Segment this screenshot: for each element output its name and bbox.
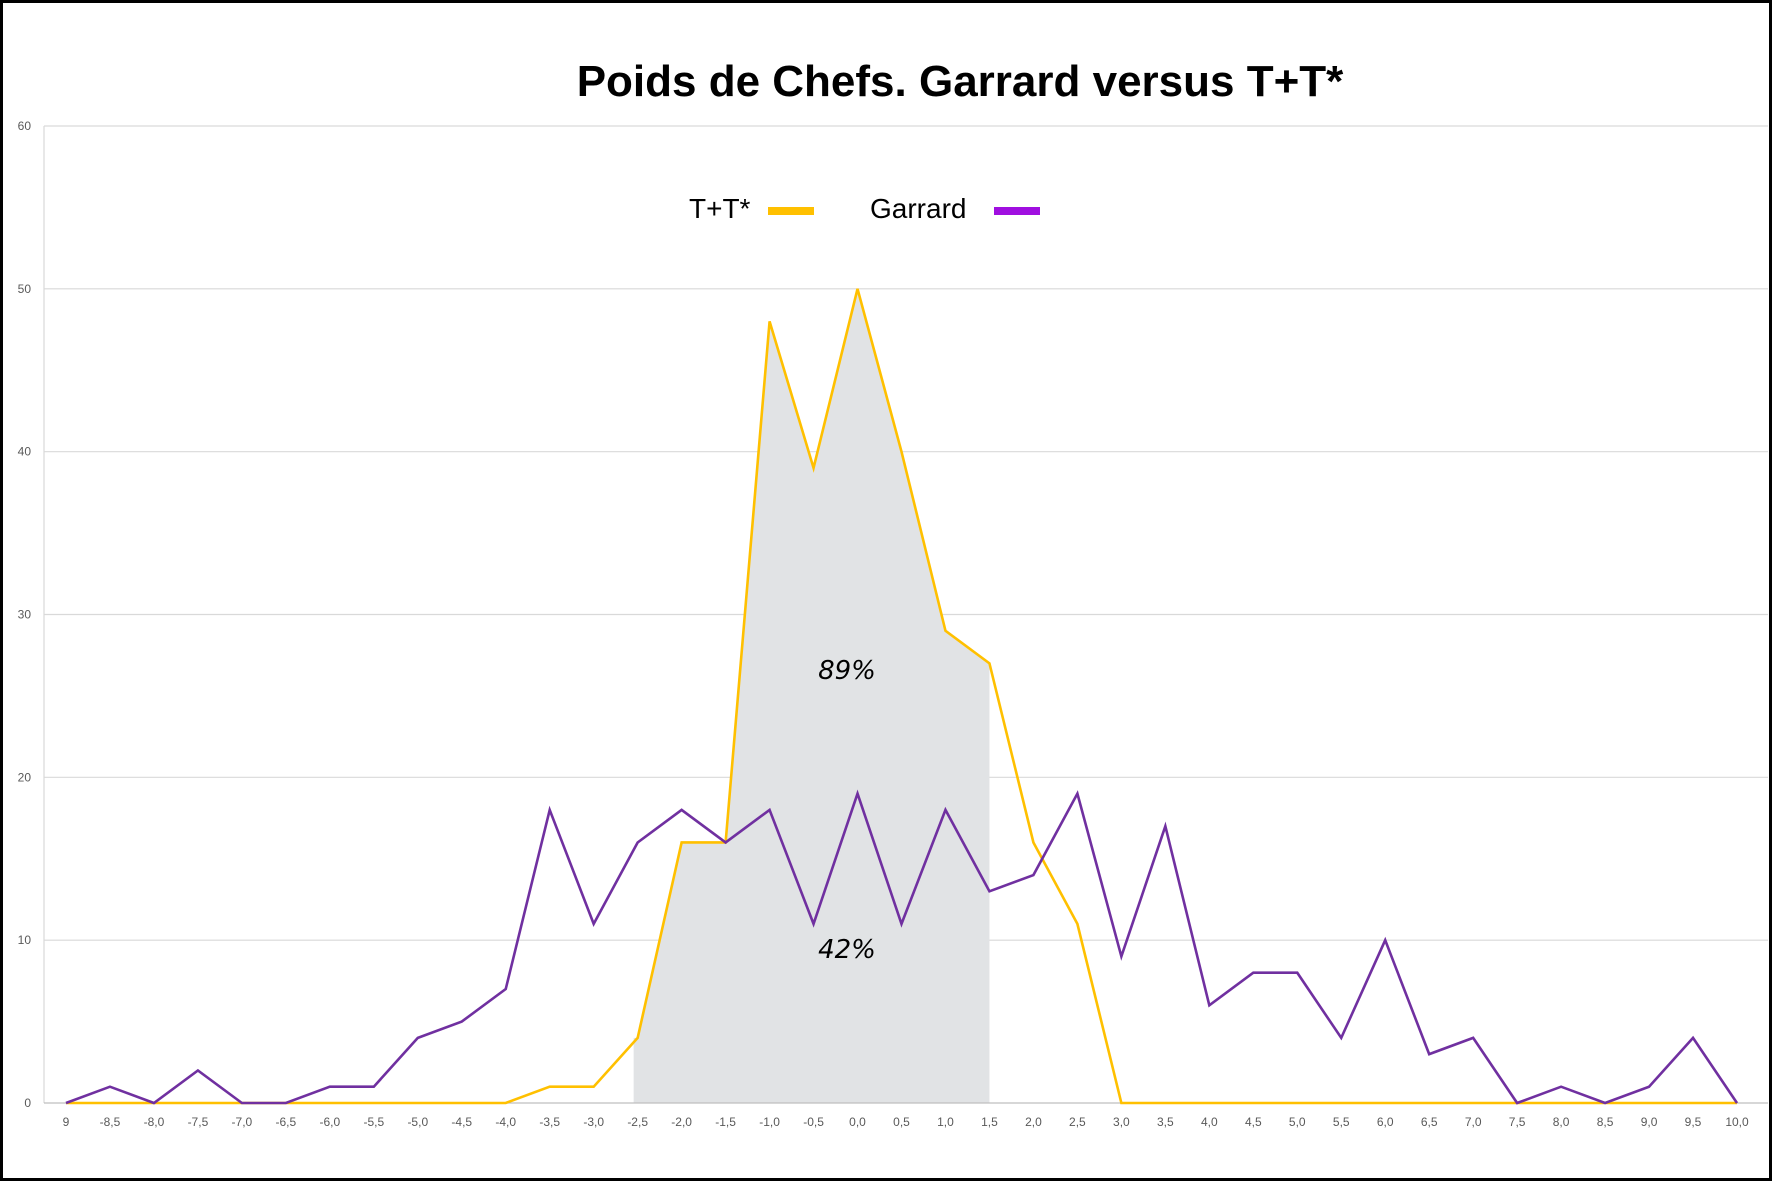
x-tick-label: -6,0	[319, 1115, 340, 1129]
x-tick-label: 7,5	[1509, 1115, 1526, 1129]
x-tick-label: -2,0	[671, 1115, 692, 1129]
x-tick-label: 3,5	[1157, 1115, 1174, 1129]
x-tick-label: -3,0	[583, 1115, 604, 1129]
x-tick-label: 1,0	[937, 1115, 954, 1129]
x-tick-label: 9,5	[1685, 1115, 1702, 1129]
x-tick-label: 4,0	[1201, 1115, 1218, 1129]
x-tick-label: -6,5	[276, 1115, 297, 1129]
x-tick-label: 0,5	[893, 1115, 910, 1129]
x-tick-label: 8,0	[1553, 1115, 1570, 1129]
annotation-garrard-percent: 42%	[818, 935, 876, 965]
x-tick-label: 9,0	[1641, 1115, 1658, 1129]
x-tick-label: -5,5	[363, 1115, 384, 1129]
x-tick-label: -7,0	[232, 1115, 253, 1129]
y-tick-label: 60	[18, 119, 32, 133]
x-tick-label: 8,5	[1597, 1115, 1614, 1129]
x-tick-label: -2,5	[627, 1115, 648, 1129]
x-tick-label: -4,0	[495, 1115, 516, 1129]
x-tick-label: 5,0	[1289, 1115, 1306, 1129]
chart-title: Poids de Chefs. Garrard versus T+T*	[577, 57, 1344, 106]
annotation-tt-percent: 89%	[818, 656, 876, 686]
y-tick-label: 50	[18, 282, 32, 296]
gridlines	[44, 125, 1768, 941]
y-tick-label: 0	[24, 1096, 31, 1110]
series-line-garrard	[65, 789, 1739, 1105]
legend-label-garrard: Garrard	[870, 193, 966, 224]
x-tick-label: 7,0	[1465, 1115, 1482, 1129]
x-tick-label: 6,5	[1421, 1115, 1438, 1129]
x-tick-label: -1,5	[715, 1115, 736, 1129]
x-tick-label: -7,5	[188, 1115, 209, 1129]
x-tick-label: 2,5	[1069, 1115, 1086, 1129]
series-lines	[65, 288, 1739, 1105]
x-tick-label: 0,0	[849, 1115, 866, 1129]
x-tick-label: 10,0	[1725, 1115, 1749, 1129]
legend-label-tt: T+T*	[689, 193, 751, 224]
y-tick-label: 20	[18, 770, 32, 784]
x-tick-label: 2,0	[1025, 1115, 1042, 1129]
y-tick-label: 10	[18, 933, 32, 947]
shaded-region	[633, 288, 990, 1103]
series-line-tt	[66, 288, 1737, 1105]
x-tick-label: -8,5	[100, 1115, 121, 1129]
x-tick-label: -8,0	[144, 1115, 165, 1129]
x-tick-label: -5,0	[407, 1115, 428, 1129]
x-tick-label: 3,0	[1113, 1115, 1130, 1129]
x-tick-label: 5,5	[1333, 1115, 1350, 1129]
x-tick-label: 1,5	[981, 1115, 998, 1129]
x-tick-label: 9	[63, 1115, 70, 1129]
y-tick-label: 30	[18, 608, 32, 622]
shaded-area	[633, 288, 990, 1103]
x-tick-label: 6,0	[1377, 1115, 1394, 1129]
x-tick-label: -0,5	[803, 1115, 824, 1129]
x-tick-label: -3,5	[539, 1115, 560, 1129]
legend: T+T* Garrard	[689, 193, 1040, 224]
x-tick-label: 4,5	[1245, 1115, 1262, 1129]
legend-swatch-tt	[768, 207, 814, 215]
legend-swatch-garrard	[994, 207, 1040, 215]
x-tick-label: -4,5	[451, 1115, 472, 1129]
y-tick-label: 40	[18, 445, 32, 459]
x-tick-label: -1,0	[759, 1115, 780, 1129]
